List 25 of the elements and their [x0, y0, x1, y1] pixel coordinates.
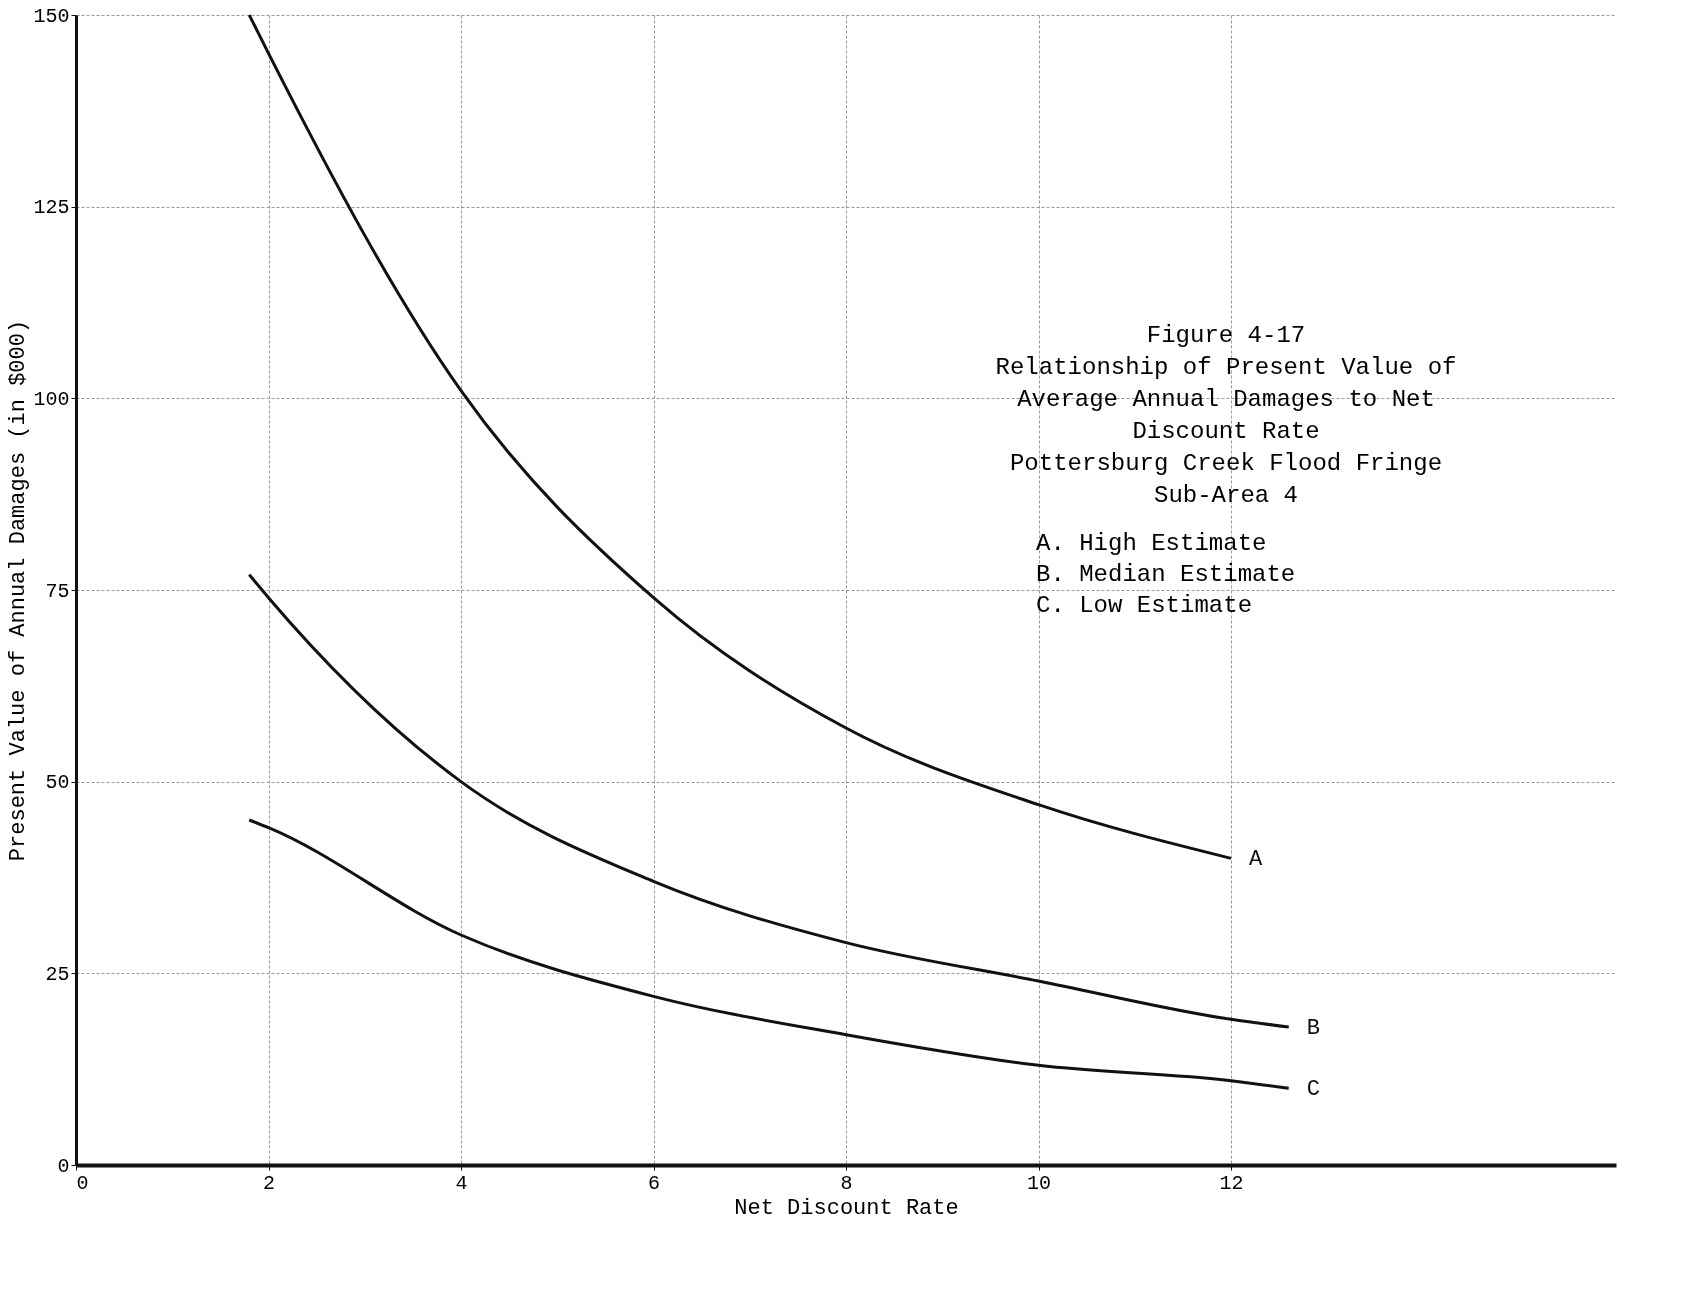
x-tick-label: 12 — [1219, 1171, 1244, 1195]
x-tick-label: 6 — [647, 1171, 661, 1195]
x-tick-label: 8 — [840, 1171, 853, 1195]
y-axis-title: Present Value of Annual Damages (in $000) — [6, 319, 32, 862]
y-tick-label: 100 — [33, 387, 70, 411]
annotation: A. High Estimate — [1036, 530, 1267, 557]
annotation: C. Low Estimate — [1036, 592, 1253, 619]
x-tick-label: 4 — [455, 1171, 468, 1195]
x-tick-label: 0 — [76, 1171, 89, 1195]
text: Figure 4-17 — [1146, 322, 1306, 349]
y-tick-label: 50 — [45, 771, 70, 795]
y-tick-label: 25 — [45, 962, 70, 986]
y-tick-label: 125 — [33, 196, 70, 220]
text: Relationship of Present Value of Average Annual Damages to Net Discount Rate Pottersburg Creek Flood Fringe Sub-Area 4 — [995, 354, 1457, 509]
y-tick-label: 75 — [45, 579, 70, 603]
series-label: A — [1249, 847, 1263, 873]
x-tick-label: 2 — [262, 1171, 276, 1195]
y-tick-label: 0 — [57, 1154, 70, 1178]
series-label: B — [1306, 1016, 1320, 1041]
line-series — [247, 818, 1291, 1090]
x-axis-title: Net Discount Rate — [734, 1195, 959, 1221]
annotation: B. Median Estimate — [1036, 561, 1296, 588]
y-tick-label: 150 — [33, 4, 70, 28]
series-label: C — [1306, 1077, 1320, 1103]
x-tick-label: 10 — [1026, 1171, 1052, 1195]
